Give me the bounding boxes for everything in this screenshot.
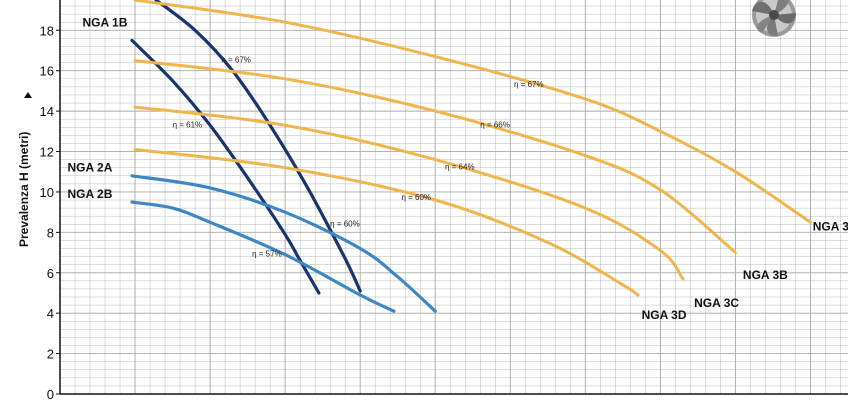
series-line-nga-3b <box>133 59 737 255</box>
curve-label: NGA 2A <box>68 161 113 175</box>
curve-label: NGA 3B <box>743 268 788 282</box>
efficiency-label: η = 67% <box>221 56 251 65</box>
efficiency-labels: η = 67% η = 61% η = 57% η = 60% η = 67% η = 6… <box>173 56 544 259</box>
series-line-nga-1a <box>154 0 362 293</box>
series-line-nga-2a <box>130 174 437 313</box>
series-line-nga-3a <box>133 0 812 224</box>
y-tick-label: 10 <box>40 185 54 200</box>
efficiency-label: η = 67% <box>514 80 544 89</box>
series-line-nga-2b <box>130 200 396 313</box>
curve-label: NGA 3A <box>813 219 848 233</box>
efficiency-label: η = 61% <box>173 120 203 129</box>
y-tick-label: 18 <box>40 23 54 38</box>
y-tick-labels: 0 2 4 6 8 10 12 14 16 18 <box>40 23 60 400</box>
y-axis-title: Prevalenza H (metri) <box>17 132 31 247</box>
series <box>130 0 812 313</box>
series-line-nga-3d <box>133 148 640 297</box>
efficiency-label: η = 60% <box>401 193 431 202</box>
curve-label: NGA 3C <box>694 296 739 310</box>
efficiency-label: η = 66% <box>480 120 510 129</box>
impeller-icon <box>752 0 796 37</box>
series-line-nga-3c <box>133 105 685 281</box>
curve-labels: NGA 1B NGA 2A NGA 2B NGA 3A NGA 3B NGA 3C NGA … <box>68 15 848 322</box>
curve-label: NGA 2B <box>68 187 113 201</box>
y-axis-arrow-icon <box>24 92 32 98</box>
y-tick-label: 4 <box>47 306 54 321</box>
curve-label: NGA 3D <box>642 308 687 322</box>
y-tick-label: 14 <box>40 104 54 119</box>
curve-label: NGA 1B <box>83 15 128 29</box>
efficiency-label: η = 57% <box>252 250 282 259</box>
y-tick-label: 12 <box>40 145 54 160</box>
efficiency-label: η = 60% <box>330 219 360 228</box>
y-tick-label: 8 <box>47 225 54 240</box>
efficiency-label: η = 64% <box>445 163 475 172</box>
axes <box>59 0 848 395</box>
y-tick-label: 2 <box>47 347 54 362</box>
y-tick-label: 0 <box>47 387 54 400</box>
y-tick-label: 16 <box>40 64 54 79</box>
y-tick-label: 6 <box>47 266 54 281</box>
grid <box>59 0 848 395</box>
